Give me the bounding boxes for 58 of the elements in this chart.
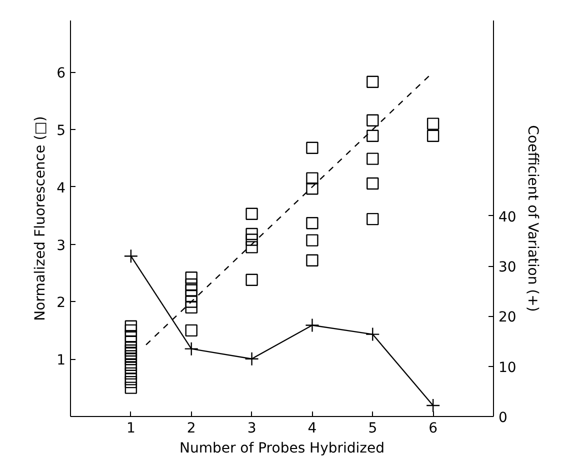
y-tick-label: 6 [56, 66, 66, 82]
point [246, 208, 258, 220]
point [246, 228, 258, 240]
point [124, 376, 138, 388]
point [185, 324, 198, 337]
point [124, 350, 138, 362]
point [124, 324, 138, 337]
point [184, 342, 198, 356]
point [306, 172, 318, 184]
point [185, 284, 198, 296]
point [185, 278, 198, 291]
point [306, 216, 318, 230]
x-tick-label: 1 [126, 420, 136, 436]
point [246, 274, 258, 286]
point [366, 76, 379, 88]
point [366, 130, 379, 142]
point [124, 248, 138, 264]
point [366, 327, 380, 342]
y-tick-label: 3 [56, 238, 66, 254]
point [246, 234, 258, 246]
point [124, 367, 138, 380]
point [185, 272, 198, 284]
point [124, 344, 138, 357]
point [185, 301, 198, 314]
point [306, 254, 318, 266]
point [426, 118, 440, 130]
y-axis-title: Normalized Fluorescence (□) [32, 116, 49, 321]
point [185, 296, 198, 308]
point [366, 114, 379, 126]
point [244, 352, 259, 366]
y2-tick-label: 20 [498, 310, 516, 326]
y2-tick-label: 10 [498, 360, 516, 376]
x-tick-label: 6 [428, 420, 438, 436]
x-axis-title: Number of Probes Hybridized [179, 440, 385, 456]
y-tick-label: 1 [56, 352, 66, 369]
point [305, 318, 320, 332]
y2-tick-label: 40 [498, 209, 516, 226]
y2-tick-label: 30 [498, 260, 516, 276]
x-tick-label: 4 [308, 420, 317, 436]
y-tick-label: 4 [56, 180, 66, 196]
point [124, 373, 138, 386]
point [306, 234, 318, 246]
x-tick-label: 3 [247, 420, 256, 436]
point [306, 142, 318, 154]
y-tick-label: 2 [56, 295, 66, 312]
y2-axis-title: Coefficient of Variation (+) [524, 125, 540, 312]
y2-tick-label: 0 [498, 410, 508, 426]
point [366, 212, 379, 226]
point [124, 320, 138, 332]
x-tick-label: 2 [186, 420, 196, 436]
point [124, 382, 138, 394]
y-tick-label: 5 [56, 123, 66, 140]
point [306, 182, 318, 195]
point [366, 152, 379, 165]
point [426, 130, 440, 142]
point [366, 177, 379, 190]
point [246, 241, 258, 254]
x-tick-label: 5 [368, 420, 378, 436]
